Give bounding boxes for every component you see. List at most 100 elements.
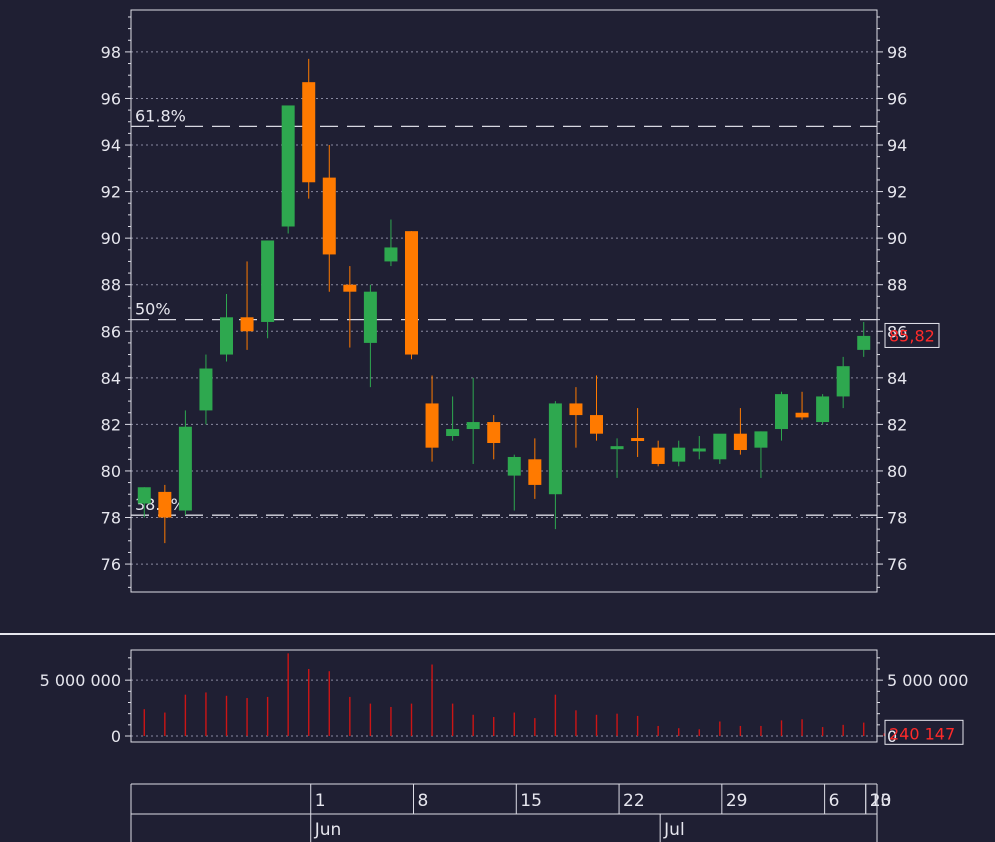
candle bbox=[651, 440, 665, 467]
candle-body bbox=[857, 335, 871, 350]
candle-body bbox=[322, 177, 336, 255]
date-month-label: Jun bbox=[314, 820, 342, 840]
price-tick-left: 88 bbox=[101, 276, 121, 295]
price-tick-left: 94 bbox=[101, 136, 121, 155]
candle-body bbox=[261, 240, 275, 322]
date-day-label: 6 bbox=[829, 791, 840, 811]
price-tick-left: 80 bbox=[101, 462, 121, 481]
volume-panel: 0 0 5 000 000 5 000 000 240 147 bbox=[40, 649, 968, 746]
candle bbox=[384, 219, 398, 267]
price-tick-right: 80 bbox=[887, 462, 907, 481]
candle-body bbox=[466, 422, 480, 430]
volume-tick-right: 0 bbox=[887, 727, 897, 746]
candle-body bbox=[220, 317, 233, 355]
candle-body bbox=[178, 426, 192, 511]
price-panel: 61.8%50%38.2% 76767878808082828484868688… bbox=[101, 9, 940, 593]
candle-body bbox=[713, 433, 727, 460]
candle bbox=[425, 375, 439, 462]
price-tick-left: 76 bbox=[101, 555, 121, 574]
fibonacci-label: 61.8% bbox=[135, 106, 186, 125]
price-tick-right: 90 bbox=[887, 229, 907, 248]
candle-body bbox=[240, 317, 254, 332]
fibonacci-levels: 61.8%50%38.2% bbox=[131, 106, 877, 516]
candle-body bbox=[507, 456, 521, 476]
price-tick-left: 78 bbox=[101, 509, 121, 528]
candle-body bbox=[158, 491, 172, 518]
price-tick-right: 98 bbox=[887, 43, 907, 62]
candle bbox=[507, 454, 521, 511]
candle bbox=[836, 356, 850, 409]
date-day-label: 20 bbox=[870, 791, 892, 811]
date-day-label: 22 bbox=[623, 791, 645, 811]
price-tick-left: 84 bbox=[101, 369, 121, 388]
candle bbox=[322, 145, 336, 292]
candle-body bbox=[836, 366, 850, 397]
price-tick-right: 86 bbox=[887, 322, 907, 341]
price-tick-right: 94 bbox=[887, 136, 907, 155]
candle bbox=[857, 321, 871, 357]
volume-tick-right: 5 000 000 bbox=[887, 671, 968, 690]
candle bbox=[446, 396, 460, 441]
candle-body bbox=[425, 403, 439, 448]
candle-body bbox=[590, 415, 603, 434]
candle bbox=[610, 438, 624, 478]
candle-body bbox=[631, 438, 645, 442]
candle-body bbox=[487, 422, 501, 444]
candle-body bbox=[672, 447, 686, 462]
candle bbox=[261, 240, 275, 339]
candle bbox=[733, 408, 747, 455]
fibonacci-label: 50% bbox=[135, 300, 171, 319]
price-tick-right: 84 bbox=[887, 369, 907, 388]
volume-plot-frame bbox=[130, 649, 878, 743]
price-tick-right: 76 bbox=[887, 555, 907, 574]
candle-body bbox=[775, 394, 788, 430]
candle bbox=[137, 487, 151, 518]
candle-body bbox=[528, 459, 542, 485]
candle-body bbox=[137, 487, 151, 504]
candle-body bbox=[651, 447, 665, 464]
volume-tick-left: 5 000 000 bbox=[40, 671, 121, 690]
candle bbox=[548, 401, 562, 530]
candlestick-series bbox=[137, 58, 871, 544]
candle bbox=[816, 394, 830, 425]
last-price-badge: 85,82 bbox=[884, 322, 940, 348]
candle bbox=[199, 354, 213, 425]
candle bbox=[363, 284, 377, 388]
price-plot-frame bbox=[130, 9, 878, 593]
price-tick-left: 98 bbox=[101, 43, 121, 62]
candle-body bbox=[692, 448, 706, 452]
candle bbox=[220, 294, 233, 362]
candle bbox=[692, 436, 706, 460]
price-tick-left: 96 bbox=[101, 89, 121, 108]
candle-body bbox=[754, 431, 768, 448]
candle bbox=[528, 438, 542, 499]
candle bbox=[590, 375, 603, 441]
price-tick-left: 86 bbox=[101, 322, 121, 341]
price-tick-left: 90 bbox=[101, 229, 121, 248]
candle-body bbox=[405, 231, 418, 355]
candle bbox=[487, 415, 501, 460]
candle bbox=[795, 391, 809, 420]
candle-body bbox=[733, 433, 747, 450]
candle bbox=[569, 387, 583, 448]
price-tick-left: 92 bbox=[101, 183, 121, 202]
candle-body bbox=[816, 396, 830, 423]
candle-body bbox=[281, 105, 295, 227]
candle-body bbox=[569, 403, 583, 416]
date-day-label: 13 bbox=[870, 791, 892, 811]
candle bbox=[405, 231, 418, 360]
last-price-box bbox=[884, 322, 940, 348]
last-volume-label: 240 147 bbox=[889, 724, 955, 743]
volume-tick-left: 0 bbox=[111, 727, 121, 746]
candle-body bbox=[343, 284, 357, 292]
volume-axis-ticks: 0 0 5 000 000 5 000 000 bbox=[40, 657, 968, 746]
date-day-label: 29 bbox=[726, 791, 748, 811]
candle-body bbox=[363, 291, 377, 343]
last-volume-box bbox=[884, 719, 964, 745]
candle bbox=[775, 391, 788, 441]
price-tick-right: 92 bbox=[887, 183, 907, 202]
candle bbox=[178, 410, 192, 516]
last-volume-badge: 240 147 bbox=[884, 719, 964, 745]
